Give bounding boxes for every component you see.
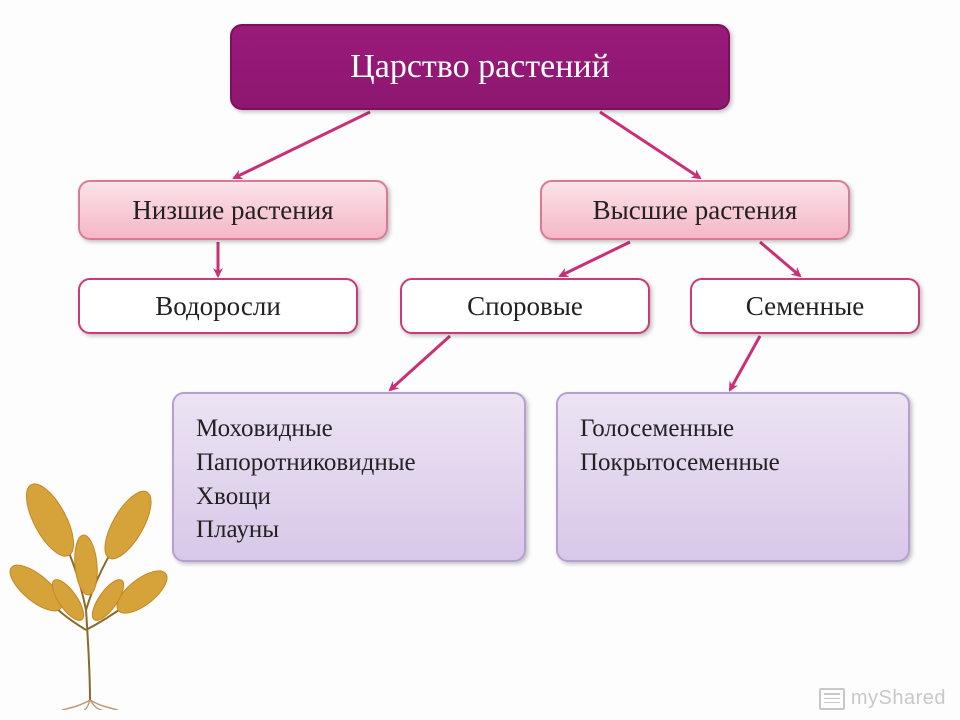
plant-illustration (0, 470, 180, 710)
watermark: myShared (819, 687, 946, 710)
node-lines: ГолосеменныеПокрытосеменные (580, 412, 886, 480)
node-root: Царство растений (230, 24, 730, 110)
node-lower: Низшие растения (78, 180, 388, 240)
edge-arrow (234, 112, 370, 178)
node-spore-list: МоховидныеПапоротниковидныеХвощиПлауны (172, 392, 526, 562)
node-seed-list: ГолосеменныеПокрытосеменные (556, 392, 910, 562)
node-lines: МоховидныеПапоротниковидныеХвощиПлауны (196, 412, 502, 547)
node-algae: Водоросли (78, 278, 358, 334)
presentation-icon (819, 688, 845, 710)
node-label: Споровые (467, 291, 583, 322)
node-label: Водоросли (155, 291, 281, 322)
edge-arrow (730, 336, 760, 390)
node-label: Высшие растения (593, 195, 798, 226)
node-label: Семенные (746, 291, 864, 322)
node-spore: Споровые (400, 278, 650, 334)
watermark-text: myShared (851, 687, 946, 710)
node-label: Низшие растения (132, 195, 333, 226)
node-seed: Семенные (690, 278, 920, 334)
edge-arrow (560, 242, 630, 276)
edge-arrow (760, 242, 800, 276)
node-higher: Высшие растения (540, 180, 850, 240)
node-label: Царство растений (350, 48, 610, 86)
edge-arrow (600, 112, 700, 178)
edge-arrow (390, 336, 450, 390)
